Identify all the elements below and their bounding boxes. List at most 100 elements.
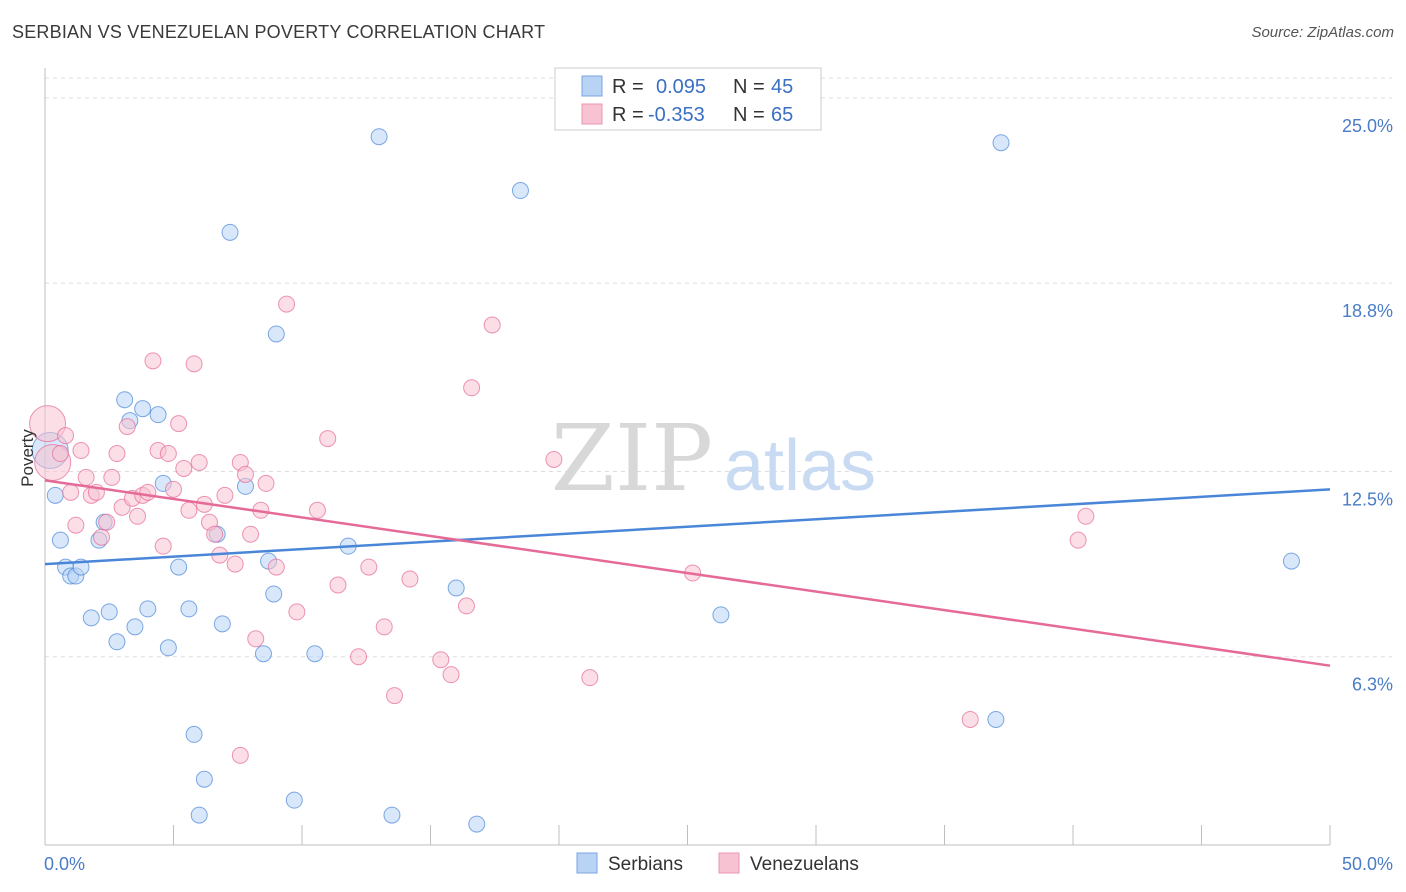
point-venezuelans	[308, 501, 326, 519]
y-tick-label: 6.3%	[1352, 675, 1393, 695]
legend-swatch-serbians	[581, 75, 603, 97]
point-serbians	[306, 645, 324, 663]
point-serbians	[511, 182, 529, 200]
point-venezuelans	[29, 405, 67, 443]
legend-bottom: Serbians Venezuelans	[576, 852, 859, 875]
point-venezuelans	[463, 379, 481, 397]
point-venezuelans	[62, 483, 80, 501]
point-serbians	[285, 791, 303, 809]
point-venezuelans	[180, 501, 198, 519]
legend-r-value-1: 0.095	[656, 76, 706, 98]
point-venezuelans	[190, 453, 208, 471]
point-venezuelans	[129, 507, 147, 525]
point-venezuelans	[360, 558, 378, 576]
point-venezuelans	[432, 651, 450, 669]
point-venezuelans	[247, 630, 265, 648]
chart-title: SERBIAN VS VENEZUELAN POVERTY CORRELATIO…	[12, 22, 546, 42]
point-venezuelans	[216, 486, 234, 504]
point-serbians	[712, 606, 730, 624]
legend-n-label-1: N =	[733, 76, 765, 98]
point-serbians	[180, 600, 198, 618]
point-serbians	[213, 615, 231, 633]
point-venezuelans	[159, 445, 177, 463]
point-venezuelans	[545, 450, 563, 468]
point-serbians	[221, 223, 239, 241]
point-venezuelans	[961, 710, 979, 728]
point-venezuelans	[57, 427, 75, 445]
point-serbians	[149, 406, 167, 424]
point-serbians	[992, 134, 1010, 152]
point-serbians	[383, 806, 401, 824]
point-serbians	[447, 579, 465, 597]
legend-n-value-1: 45	[771, 76, 793, 98]
legend-r-label-1: R =	[612, 76, 644, 98]
point-venezuelans	[319, 430, 337, 448]
point-serbians	[82, 609, 100, 627]
point-serbians	[190, 806, 208, 824]
point-serbians	[51, 531, 69, 549]
legend-top: R = 0.095 N = 45 R = -0.353 N = 65	[554, 67, 822, 131]
point-serbians	[265, 585, 283, 603]
trend-line-serbians	[44, 488, 1331, 566]
point-venezuelans	[1069, 531, 1087, 549]
point-venezuelans	[108, 445, 126, 463]
x-tick-labels: 0.0% 50.0%	[44, 854, 1393, 874]
legend-bottom-label-venezuelans: Venezuelans	[750, 854, 859, 875]
point-venezuelans	[581, 669, 599, 687]
point-venezuelans	[98, 513, 116, 531]
point-venezuelans	[329, 576, 347, 594]
y-tick-label: 18.8%	[1342, 301, 1393, 321]
point-serbians	[1282, 552, 1300, 570]
point-venezuelans	[236, 465, 254, 483]
point-serbians	[170, 558, 188, 576]
point-serbians	[46, 486, 64, 504]
legend-bottom-swatch-venezuelans	[718, 852, 740, 874]
data-points	[29, 128, 1300, 833]
legend-swatch-venezuelans	[581, 103, 603, 125]
point-venezuelans	[1077, 507, 1095, 525]
legend-bottom-swatch-serbians	[576, 852, 598, 874]
point-venezuelans	[267, 558, 285, 576]
legend-r-label-2: R =	[612, 104, 644, 126]
point-venezuelans	[206, 525, 224, 543]
point-venezuelans	[185, 355, 203, 373]
point-serbians	[116, 391, 134, 409]
point-venezuelans	[103, 468, 121, 486]
point-venezuelans	[401, 570, 419, 588]
point-serbians	[126, 618, 144, 636]
grid-lines	[45, 77, 1392, 658]
point-serbians	[100, 603, 118, 621]
point-venezuelans	[226, 555, 244, 573]
point-serbians	[370, 128, 388, 146]
point-venezuelans	[139, 483, 157, 501]
point-venezuelans	[93, 528, 111, 546]
point-venezuelans	[118, 418, 136, 436]
point-venezuelans	[483, 316, 501, 334]
watermark: ZIP atlas	[551, 405, 876, 512]
point-venezuelans	[67, 516, 85, 534]
point-venezuelans	[170, 415, 188, 433]
x-tick-label-max: 50.0%	[1342, 854, 1393, 874]
point-serbians	[468, 815, 486, 833]
point-venezuelans	[242, 525, 260, 543]
y-tick-label: 12.5%	[1342, 489, 1393, 509]
point-serbians	[139, 600, 157, 618]
watermark-atlas: atlas	[724, 426, 876, 506]
point-venezuelans	[175, 459, 193, 477]
point-venezuelans	[375, 618, 393, 636]
point-venezuelans	[72, 442, 90, 460]
trend-lines	[44, 479, 1331, 667]
point-serbians	[185, 725, 203, 743]
point-venezuelans	[288, 603, 306, 621]
point-venezuelans	[386, 687, 404, 705]
legend-bottom-label-serbians: Serbians	[608, 854, 683, 875]
point-venezuelans	[350, 648, 368, 666]
point-serbians	[159, 639, 177, 657]
legend-n-value-2: 65	[771, 104, 793, 126]
point-serbians	[267, 325, 285, 343]
point-serbians	[195, 770, 213, 788]
point-venezuelans	[278, 295, 296, 313]
point-serbians	[987, 710, 1005, 728]
y-axis-label: Poverty	[18, 429, 37, 487]
